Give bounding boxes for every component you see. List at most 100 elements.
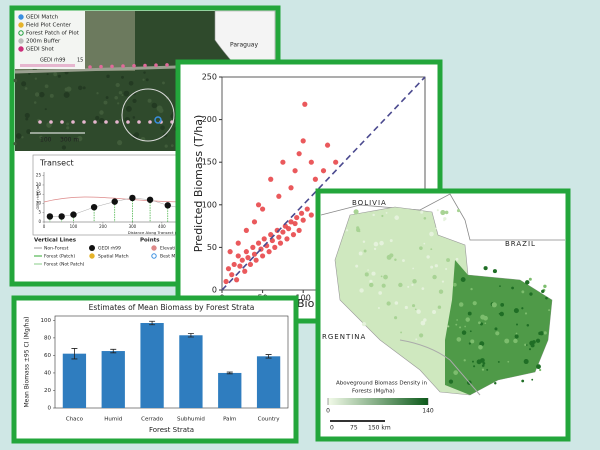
forest-texture: [441, 280, 445, 283]
forest-texture: [536, 364, 541, 370]
forest-texture: [548, 309, 551, 312]
forest-texture: [432, 274, 437, 280]
tree-texture: [132, 116, 136, 119]
point: [308, 159, 314, 165]
forest-texture: [543, 331, 547, 335]
forest-texture: [420, 210, 424, 214]
tree-texture: [13, 78, 18, 83]
tree-texture: [162, 81, 165, 85]
tree-texture: [170, 144, 174, 148]
point: [58, 213, 65, 220]
x-axis-label: Bio: [297, 297, 315, 310]
forest-texture: [465, 317, 470, 322]
forest-texture: [383, 274, 388, 280]
y-tick-label: 100: [41, 318, 52, 324]
tree-texture: [44, 108, 47, 111]
forest-texture: [526, 324, 530, 327]
forest-texture: [446, 258, 451, 263]
point: [247, 261, 254, 268]
y-tick-label: 10: [36, 200, 42, 205]
x-tick-label: Cerrado: [141, 417, 164, 423]
scale-label: 300 m: [60, 137, 79, 144]
tree-texture: [66, 126, 70, 130]
y-tick-label: 250: [202, 73, 217, 82]
legend-symbol: [18, 14, 24, 20]
y-tick-label: 20: [44, 388, 51, 394]
forest-texture: [481, 368, 485, 371]
tree-texture: [125, 106, 132, 112]
point: [227, 249, 233, 255]
forest-texture: [444, 210, 449, 215]
colorbar-title: Aboveground Biomass Density in: [336, 381, 428, 387]
y-axis-label: Mean Biomass ±95 CI (Mg/ha): [24, 317, 31, 408]
forest-texture: [513, 338, 518, 344]
tree-texture: [61, 145, 67, 150]
forest-texture: [420, 320, 426, 326]
y-tick-label: 60: [44, 353, 51, 359]
gedi-shot: [115, 120, 119, 124]
tree-texture: [49, 93, 54, 98]
forest-texture: [526, 344, 528, 346]
point: [296, 151, 302, 157]
legend-symbol: [18, 22, 24, 28]
point: [260, 253, 266, 259]
colorbar-tick-label: 0: [326, 408, 330, 415]
tree-texture: [57, 74, 61, 78]
legend-label: Forest Patch of Plot: [26, 31, 80, 37]
legend-symbol: [18, 30, 24, 36]
forest-texture: [361, 321, 367, 327]
chart-title: Estimates of Mean Biomass by Forest Stra…: [89, 303, 255, 312]
forest-texture: [472, 360, 474, 363]
forest-texture: [521, 379, 525, 383]
tree-texture: [77, 135, 83, 142]
y-tick-label: 150: [202, 158, 217, 167]
point: [255, 240, 262, 246]
forest-texture: [394, 301, 399, 305]
tree-texture: [156, 105, 163, 112]
point: [239, 257, 245, 263]
y-axis-label: GEDI rh99 (m): [36, 184, 40, 210]
tree-texture: [25, 117, 29, 121]
error-bar: [110, 348, 117, 354]
tree-texture: [103, 100, 108, 105]
legend-box: [15, 11, 85, 69]
colorbar-label: GEDI rh99: [40, 58, 65, 64]
x-axis-label: Forest Strata: [149, 426, 194, 434]
forest-texture: [507, 360, 510, 363]
point: [242, 268, 248, 274]
tree-texture: [21, 136, 24, 139]
point: [300, 138, 306, 144]
forest-texture: [386, 254, 392, 260]
bar: [101, 351, 125, 408]
forest-texture: [400, 331, 403, 334]
tree-texture: [34, 92, 40, 97]
tree-texture: [115, 82, 120, 88]
y-tick-label: 50: [207, 243, 217, 252]
forest-texture: [394, 316, 398, 320]
point: [111, 198, 118, 205]
forest-texture: [524, 343, 527, 347]
forest-texture: [524, 312, 528, 315]
tree-texture: [46, 73, 49, 76]
forest-texture: [515, 332, 518, 335]
tree-texture: [160, 125, 165, 131]
point: [255, 202, 262, 208]
tree-texture: [147, 98, 152, 103]
forest-texture: [470, 287, 473, 291]
point: [251, 251, 258, 257]
forest-texture: [481, 364, 485, 367]
gedi-shot: [110, 64, 114, 69]
forest-texture: [385, 212, 388, 214]
bar: [179, 335, 203, 408]
legend-label: GEDI rh99: [98, 246, 121, 252]
forest-texture: [432, 310, 437, 315]
tree-texture: [26, 129, 32, 134]
y-tick-label: 200: [202, 115, 217, 124]
tree-texture: [96, 92, 99, 95]
point: [235, 253, 241, 259]
tree-texture: [77, 85, 83, 91]
point: [288, 185, 294, 191]
forest-texture: [378, 291, 383, 295]
forest-texture: [497, 361, 500, 363]
point: [312, 176, 318, 182]
